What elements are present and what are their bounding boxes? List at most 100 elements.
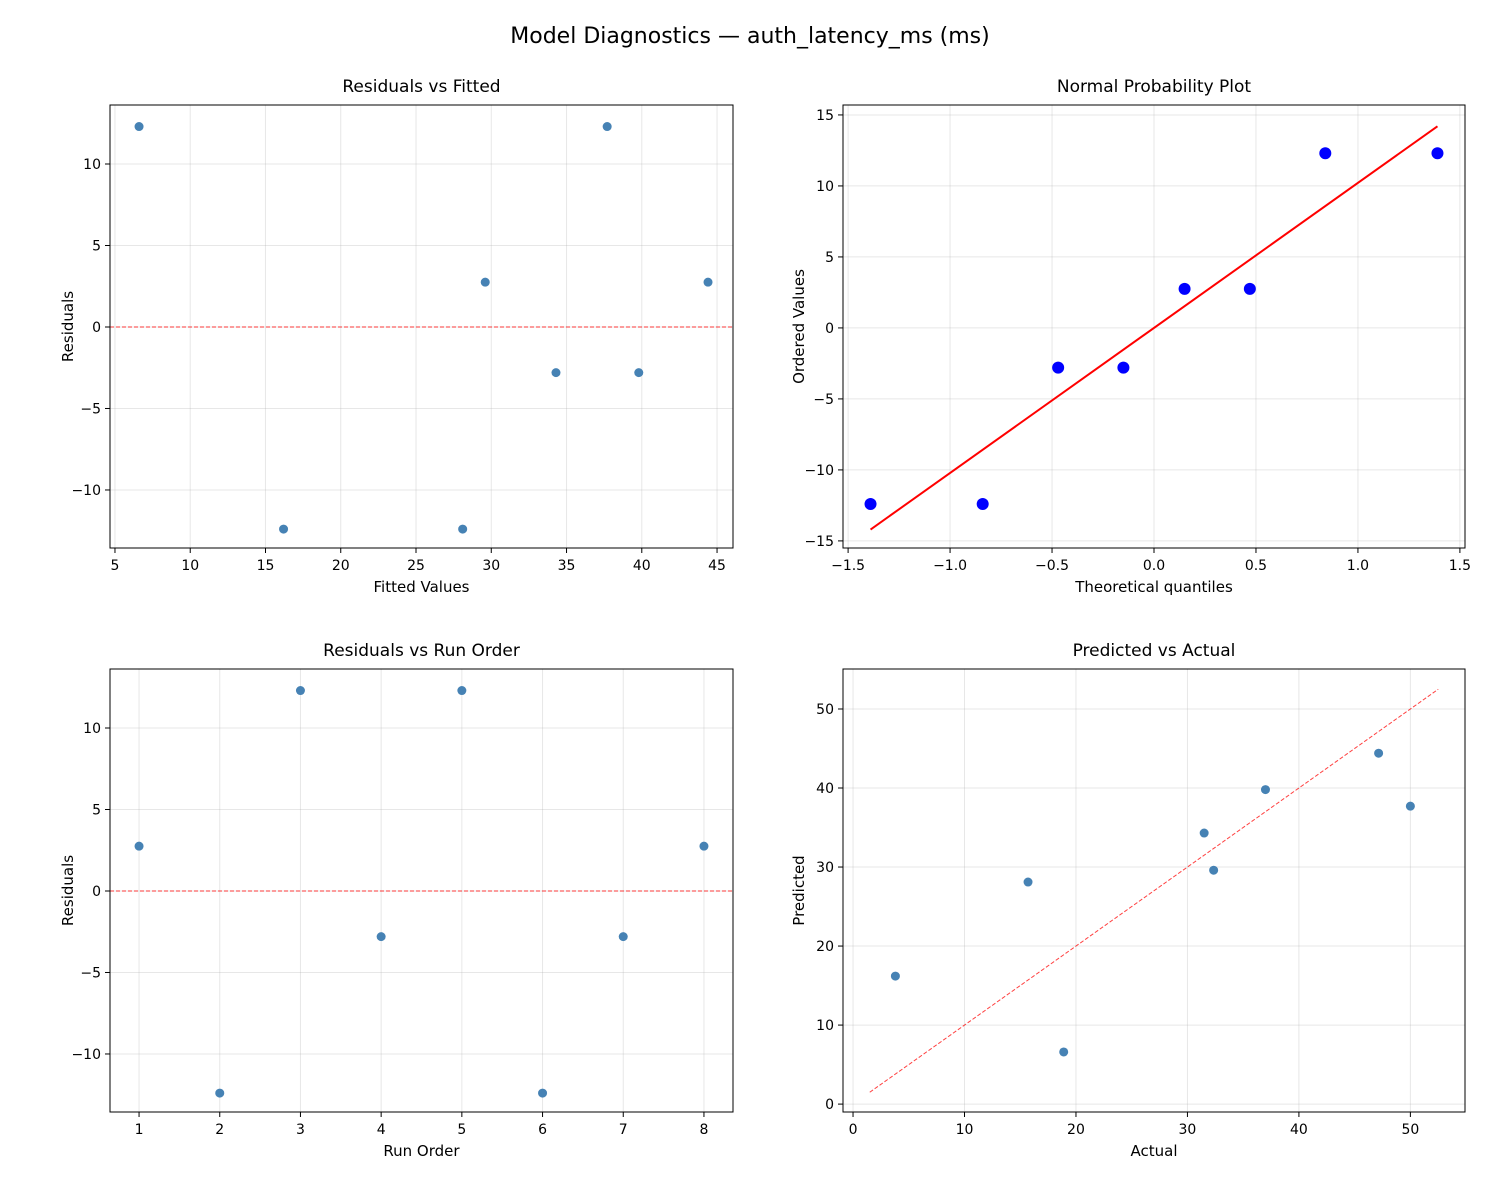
subplot-residuals-vs-run-order: 1 2 3 4 5 6 7 8 −10 −5 0 5 10 Residuals vs Run Order R… <box>59 641 734 1160</box>
x-tick-label: 6 <box>538 1122 547 1138</box>
y-tick-label: 30 <box>816 860 834 876</box>
axes-frame <box>109 104 734 549</box>
data-point <box>1052 361 1065 374</box>
data-point <box>1374 748 1384 758</box>
x-tick-label: 10 <box>181 558 199 574</box>
axes-frame <box>842 668 1466 1113</box>
data-point <box>134 122 144 132</box>
data-point <box>1199 828 1209 838</box>
x-tick-label: 5 <box>111 558 120 574</box>
x-tick-label: 40 <box>633 558 651 574</box>
x-tick-label: 40 <box>1290 1122 1308 1138</box>
x-tick-label: 30 <box>1179 1122 1197 1138</box>
data-point <box>1178 282 1191 295</box>
data-point <box>703 277 713 287</box>
x-tick-label: 0 <box>849 1122 858 1138</box>
x-tick-label: 2 <box>215 1122 224 1138</box>
reference-line <box>869 688 1439 1093</box>
x-tick-label: 10 <box>956 1122 974 1138</box>
y-axis-label: Predicted <box>790 855 808 925</box>
y-axis-label: Residuals <box>59 855 77 926</box>
y-tick-label: −5 <box>813 392 834 408</box>
data-point <box>1260 785 1270 795</box>
x-tick-label: 7 <box>619 1122 628 1138</box>
data-point <box>215 1088 225 1098</box>
y-axis-label: Residuals <box>59 291 77 362</box>
x-tick-label: 35 <box>558 558 576 574</box>
data-point <box>134 841 144 851</box>
x-tick-label: 30 <box>482 558 500 574</box>
y-tick-label: 5 <box>92 238 101 254</box>
y-tick-label: −5 <box>80 965 101 981</box>
x-axis-label: Actual <box>1131 1142 1178 1160</box>
y-tick-label: 5 <box>92 802 101 818</box>
data-point <box>1209 865 1219 875</box>
y-tick-label: 10 <box>83 157 101 173</box>
data-point <box>976 497 989 510</box>
y-tick-label: −15 <box>804 534 834 550</box>
y-tick-label: 10 <box>816 1018 834 1034</box>
data-point <box>457 686 467 696</box>
y-tick-label: 10 <box>83 721 101 737</box>
subplot-residuals-vs-fitted: 5 10 15 20 25 30 35 40 45 −10 −5 0 5 10 Residuals vs F… <box>59 77 734 596</box>
y-tick-label: 15 <box>816 108 834 124</box>
x-tick-label: −1.5 <box>831 558 865 574</box>
subplot-normal-probability-plot: −1.5 −1.0 −0.5 0.0 0.5 1.0 1.5 −15 −10 −5 0 5 10 15 No… <box>790 77 1471 596</box>
x-tick-label: −1.0 <box>933 558 967 574</box>
data-point <box>618 932 628 942</box>
x-tick-label: 20 <box>332 558 350 574</box>
y-tick-label: 10 <box>816 179 834 195</box>
data-point <box>279 524 289 534</box>
x-tick-label: 45 <box>708 558 726 574</box>
x-tick-label: 8 <box>699 1122 708 1138</box>
x-tick-label: 1 <box>135 1122 144 1138</box>
reference-line <box>869 125 1439 531</box>
x-tick-label: 5 <box>457 1122 466 1138</box>
data-point <box>1405 801 1415 811</box>
data-point <box>295 686 305 696</box>
subplot-predicted-vs-actual: 0 10 20 30 40 50 0 10 20 30 40 50 Predicted vs Actua… <box>790 641 1466 1160</box>
x-tick-label: 0.5 <box>1245 558 1267 574</box>
y-tick-label: −10 <box>71 1047 101 1063</box>
x-tick-label: 15 <box>257 558 275 574</box>
x-tick-label: 50 <box>1401 1122 1419 1138</box>
y-tick-label: 50 <box>816 702 834 718</box>
y-tick-label: 5 <box>825 250 834 266</box>
y-tick-label: 20 <box>816 939 834 955</box>
data-point <box>602 122 612 132</box>
figure-title: Model Diagnostics — auth_latency_ms (ms) <box>510 24 989 49</box>
data-point <box>699 841 709 851</box>
x-tick-label: 3 <box>296 1122 305 1138</box>
subplot-title: Predicted vs Actual <box>1073 641 1236 661</box>
x-tick-label: −0.5 <box>1035 558 1069 574</box>
axes-frame <box>109 668 734 1113</box>
x-axis-label: Fitted Values <box>374 578 470 596</box>
x-tick-label: 4 <box>377 1122 386 1138</box>
data-point <box>376 932 386 942</box>
y-tick-label: −10 <box>71 483 101 499</box>
subplot-title: Residuals vs Fitted <box>342 77 500 97</box>
subplot-title: Residuals vs Run Order <box>323 641 520 661</box>
y-axis-label: Ordered Values <box>790 269 808 384</box>
data-point <box>458 524 468 534</box>
x-axis-label: Run Order <box>383 1142 460 1160</box>
data-point <box>1431 147 1444 160</box>
x-tick-label: 20 <box>1067 1122 1085 1138</box>
data-point <box>480 277 490 287</box>
y-tick-label: −10 <box>804 463 834 479</box>
y-tick-label: 0 <box>825 321 834 337</box>
data-point <box>538 1088 548 1098</box>
x-tick-label: 0.0 <box>1143 558 1165 574</box>
x-tick-label: 1.5 <box>1449 558 1471 574</box>
y-tick-label: −5 <box>80 401 101 417</box>
axes-frame <box>842 104 1466 549</box>
data-point <box>890 971 900 981</box>
data-point <box>551 368 561 378</box>
x-tick-label: 25 <box>407 558 425 574</box>
data-point <box>1117 361 1130 374</box>
y-tick-label: 0 <box>825 1097 834 1113</box>
data-point <box>864 497 877 510</box>
data-point <box>1243 282 1256 295</box>
